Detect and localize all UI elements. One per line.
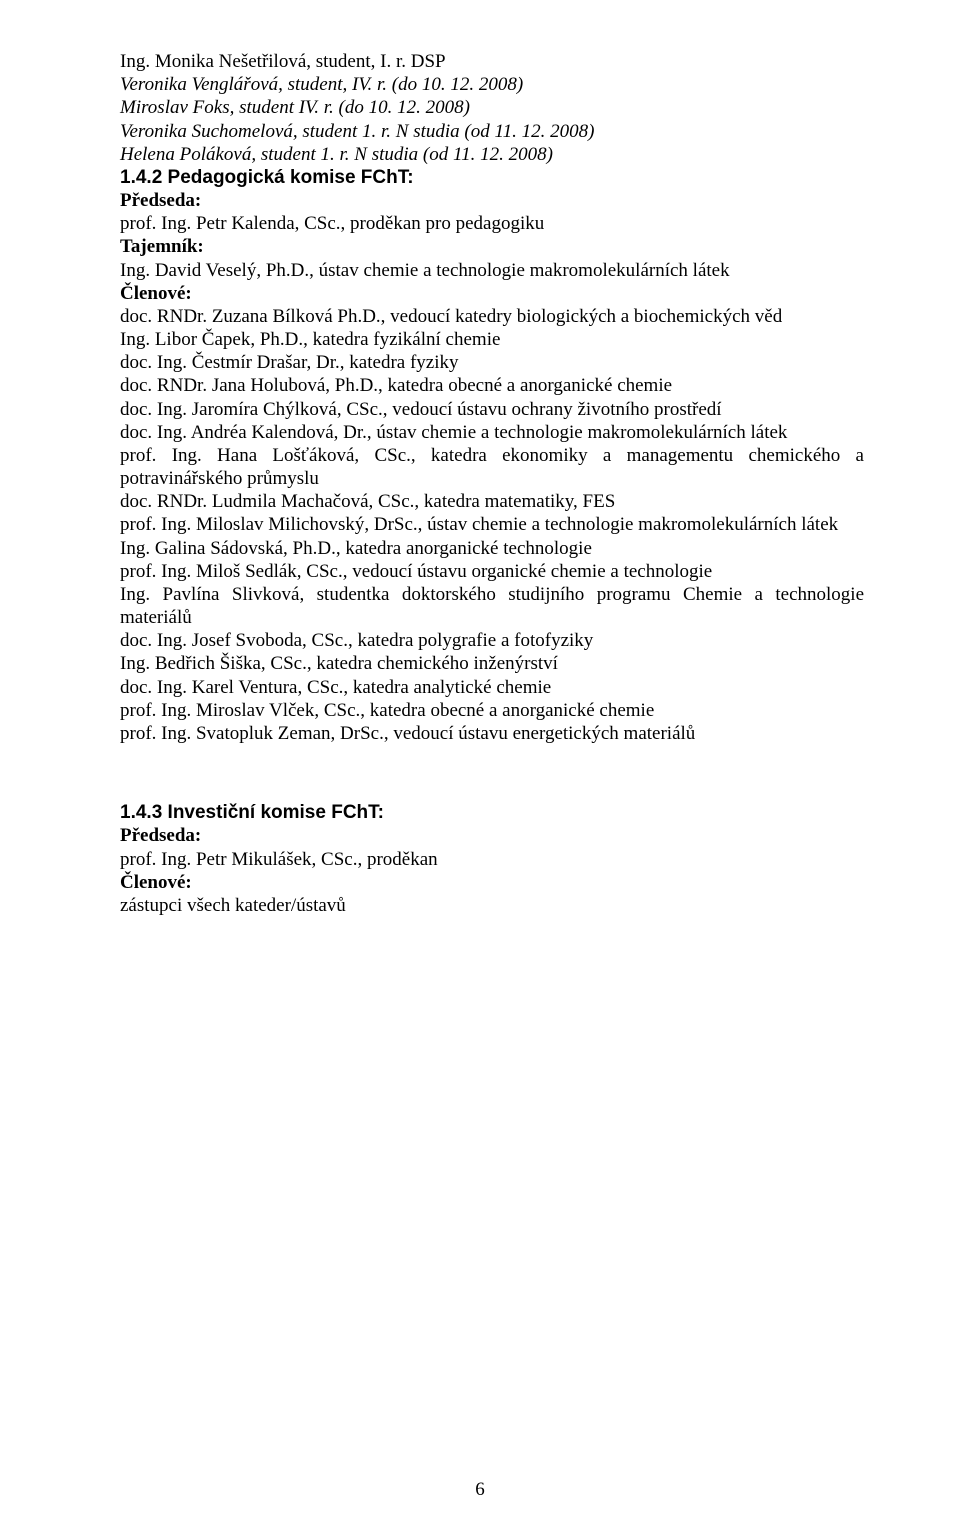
page: Ing. Monika Nešetřilová, student, I. r. … (0, 0, 960, 1537)
predseda-value-143: prof. Ing. Petr Mikulášek, CSc., proděka… (120, 848, 864, 871)
top-line: Miroslav Foks, student IV. r. (do 10. 12… (120, 96, 864, 119)
clen-item: doc. Ing. Karel Ventura, CSc., katedra a… (120, 676, 864, 699)
clen-item: doc. RNDr. Jana Holubová, Ph.D., katedra… (120, 374, 864, 397)
predseda-label: Předseda: (120, 189, 864, 212)
clen-item: doc. RNDr. Ludmila Machačová, CSc., kate… (120, 490, 864, 513)
clen-item: prof. Ing. Miloslav Milichovský, DrSc., … (120, 513, 864, 536)
clen-item: prof. Ing. Svatopluk Zeman, DrSc., vedou… (120, 722, 864, 745)
clenove-list: doc. RNDr. Zuzana Bílková Ph.D., vedoucí… (120, 305, 864, 745)
clen-item: doc. Ing. Josef Svoboda, CSc., katedra p… (120, 629, 864, 652)
clen-item: doc. Ing. Andréa Kalendová, Dr., ústav c… (120, 421, 864, 444)
clenove-value-143: zástupci všech kateder/ústavů (120, 894, 864, 917)
tajemnik-value: Ing. David Veselý, Ph.D., ústav chemie a… (120, 259, 864, 282)
top-line: Veronika Suchomelová, student 1. r. N st… (120, 120, 864, 143)
predseda-value: prof. Ing. Petr Kalenda, CSc., proděkan … (120, 212, 864, 235)
page-number: 6 (0, 1478, 960, 1501)
clen-item: Ing. Libor Čapek, Ph.D., katedra fyzikál… (120, 328, 864, 351)
top-line: Veronika Venglářová, student, IV. r. (do… (120, 73, 864, 96)
top-line: Ing. Monika Nešetřilová, student, I. r. … (120, 50, 864, 73)
clen-item: Ing. Pavlína Slivková, studentka doktors… (120, 583, 864, 629)
clenove-label: Členové: (120, 282, 864, 305)
clen-item: Ing. Bedřich Šiška, CSc., katedra chemic… (120, 652, 864, 675)
clen-item: doc. Ing. Čestmír Drašar, Dr., katedra f… (120, 351, 864, 374)
clen-item: Ing. Galina Sádovská, Ph.D., katedra ano… (120, 537, 864, 560)
heading-142: 1.4.2 Pedagogická komise FChT: (120, 166, 864, 189)
clen-item: prof. Ing. Hana Lošťáková, CSc., katedra… (120, 444, 864, 490)
clen-item: prof. Ing. Miroslav Vlček, CSc., katedra… (120, 699, 864, 722)
predseda-label-143: Předseda: (120, 824, 864, 847)
clen-item: doc. Ing. Jaromíra Chýlková, CSc., vedou… (120, 398, 864, 421)
clen-item: prof. Ing. Miloš Sedlák, CSc., vedoucí ú… (120, 560, 864, 583)
heading-143: 1.4.3 Investiční komise FChT: (120, 801, 864, 824)
top-block: Ing. Monika Nešetřilová, student, I. r. … (120, 50, 864, 166)
top-line: Helena Poláková, student 1. r. N studia … (120, 143, 864, 166)
clen-item: doc. RNDr. Zuzana Bílková Ph.D., vedoucí… (120, 305, 864, 328)
tajemnik-label: Tajemník: (120, 235, 864, 258)
clenove-label-143: Členové: (120, 871, 864, 894)
